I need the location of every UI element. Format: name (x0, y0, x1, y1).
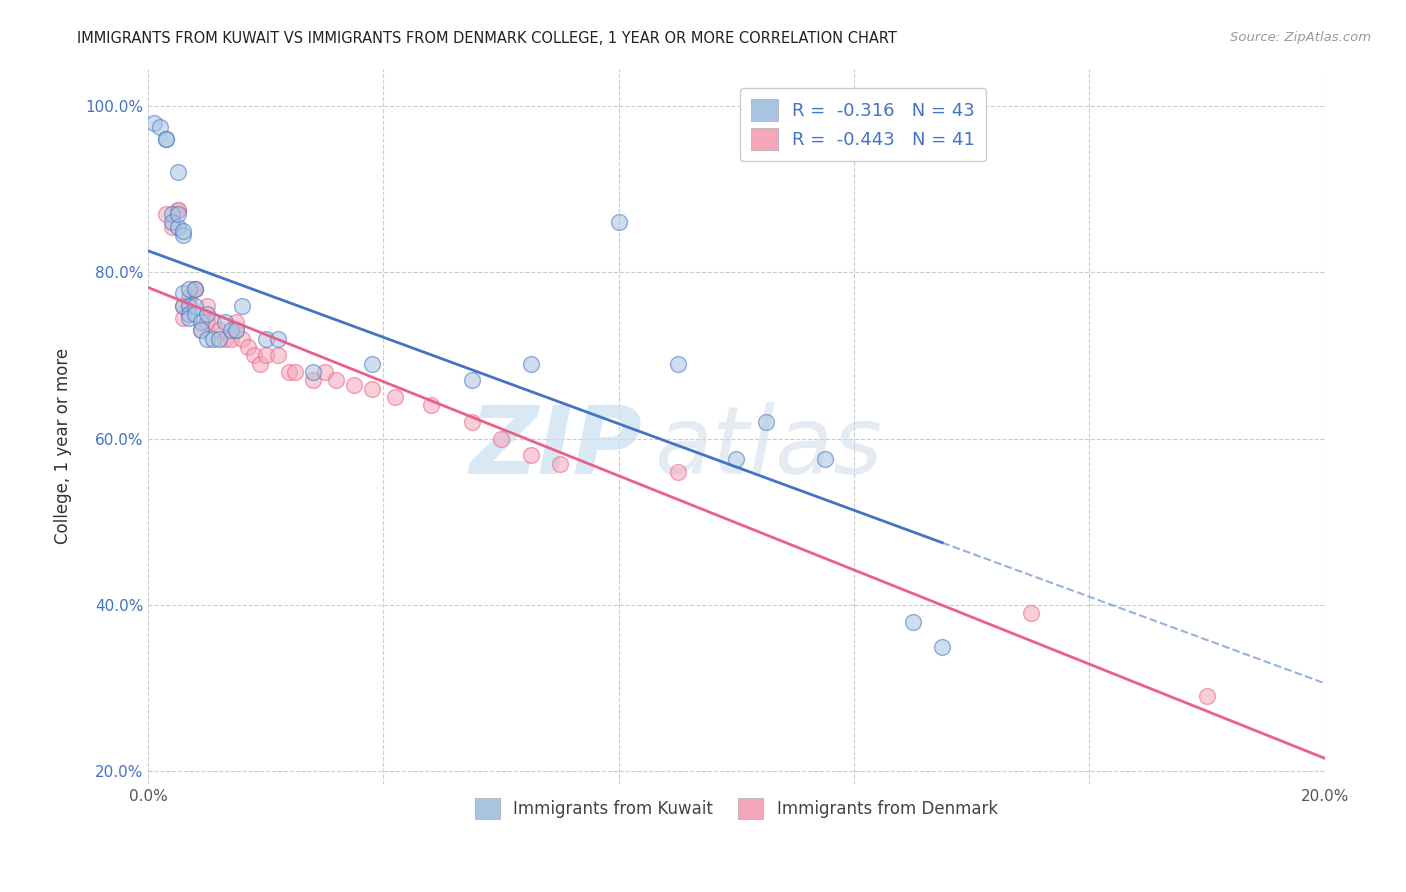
Point (184, 282, 207, 296)
Point (238, 340, 260, 354)
Point (172, 311, 194, 326)
Point (489, 432, 512, 446)
Point (208, 332, 231, 346)
Point (166, 207, 188, 221)
Point (179, 311, 201, 326)
Point (931, 640, 953, 654)
Point (166, 219, 188, 234)
Point (155, 132, 177, 146)
Point (666, 357, 689, 371)
Point (225, 324, 247, 338)
Point (166, 202, 188, 217)
Point (166, 165, 188, 179)
Point (143, 115, 166, 129)
Point (179, 282, 201, 296)
Point (179, 299, 201, 313)
Point (254, 348, 277, 362)
Point (607, 215, 630, 229)
Point (184, 299, 207, 313)
Point (184, 282, 207, 296)
Point (179, 290, 201, 304)
Point (231, 332, 253, 346)
Point (1019, 606, 1042, 620)
Point (184, 307, 207, 321)
Point (419, 398, 441, 412)
Point (208, 324, 231, 338)
Point (266, 332, 288, 346)
Point (302, 373, 325, 387)
Point (302, 365, 325, 379)
Point (160, 215, 183, 229)
Point (219, 332, 242, 346)
Point (814, 452, 837, 467)
Point (195, 307, 218, 321)
Point (179, 299, 201, 313)
Point (254, 332, 277, 346)
Point (155, 132, 177, 146)
Point (266, 348, 288, 362)
Point (190, 324, 212, 338)
Point (460, 415, 482, 429)
Point (214, 315, 236, 329)
Point (149, 120, 172, 134)
Point (755, 415, 778, 429)
Point (243, 348, 266, 362)
Point (519, 448, 541, 462)
Point (172, 299, 194, 313)
Point (190, 315, 212, 329)
Point (460, 373, 482, 387)
Point (231, 299, 253, 313)
Text: IMMIGRANTS FROM KUWAIT VS IMMIGRANTS FROM DENMARK COLLEGE, 1 YEAR OR MORE CORREL: IMMIGRANTS FROM KUWAIT VS IMMIGRANTS FRO… (77, 31, 897, 46)
Point (172, 227, 194, 242)
Point (195, 299, 218, 313)
Point (278, 365, 301, 379)
Point (284, 365, 307, 379)
Point (666, 465, 689, 479)
Point (201, 332, 224, 346)
Point (195, 315, 218, 329)
Point (725, 452, 748, 467)
Point (360, 357, 382, 371)
Point (314, 365, 336, 379)
Point (160, 207, 183, 221)
Point (548, 457, 571, 471)
Point (1195, 690, 1218, 704)
Text: College, 1 year or more: College, 1 year or more (55, 348, 72, 544)
Point (519, 357, 541, 371)
Point (155, 207, 177, 221)
Point (325, 373, 347, 387)
Text: atlas: atlas (654, 402, 883, 493)
Point (166, 202, 188, 217)
Point (172, 286, 194, 301)
Text: ZIP: ZIP (470, 401, 643, 493)
Point (160, 219, 183, 234)
Point (360, 382, 382, 396)
Point (184, 282, 207, 296)
Point (172, 224, 194, 238)
Point (190, 324, 212, 338)
Point (249, 357, 271, 371)
Point (179, 307, 201, 321)
Point (225, 315, 247, 329)
Point (214, 332, 236, 346)
Point (172, 299, 194, 313)
Point (384, 390, 406, 404)
Point (201, 315, 224, 329)
Text: Source: ZipAtlas.com: Source: ZipAtlas.com (1230, 31, 1371, 45)
Point (225, 324, 247, 338)
Point (343, 377, 366, 392)
Point (219, 324, 242, 338)
Point (901, 615, 924, 629)
Legend: Immigrants from Kuwait, Immigrants from Denmark: Immigrants from Kuwait, Immigrants from … (468, 792, 1004, 825)
Point (195, 332, 218, 346)
